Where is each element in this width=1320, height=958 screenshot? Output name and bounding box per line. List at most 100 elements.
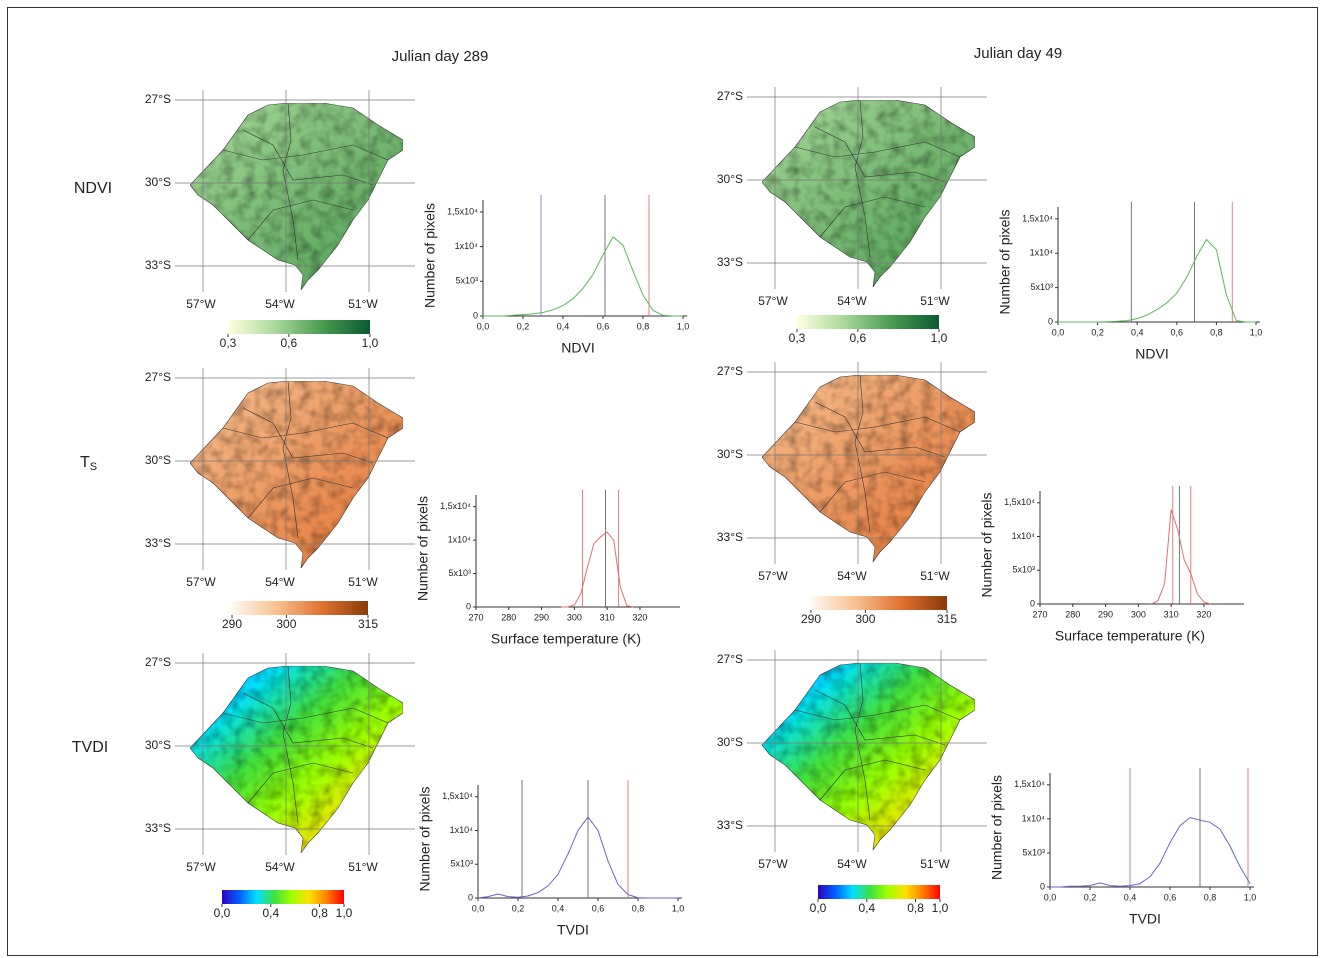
colorbar-label: 0,0 (810, 901, 827, 915)
y-tick-label: 1,5x10⁴ (1022, 213, 1053, 223)
y-tick-label: 0 (466, 601, 471, 611)
row-label-sub: S (90, 461, 97, 473)
lat-label: 30°S (145, 738, 171, 752)
map-region (761, 374, 976, 563)
histogram-line (1151, 509, 1211, 605)
lat-label: 30°S (145, 175, 171, 189)
x-tick-label: 320 (1196, 609, 1211, 619)
x-tick-label: 0,2 (512, 903, 525, 913)
y-tick-label: 1x10⁴ (1012, 531, 1036, 541)
colorbar-label: 1,0 (362, 336, 379, 350)
row-label-main: T (80, 454, 90, 471)
lon-label: 54°W (837, 294, 867, 308)
x-tick-label: 0,2 (1084, 892, 1097, 902)
colorbar-label: 1,0 (931, 331, 948, 345)
y-tick-label: 5x10³ (1012, 565, 1035, 575)
y-tick-label: 5x10³ (450, 859, 473, 869)
lon-label: 54°W (837, 569, 867, 583)
x-tick-label: 0,8 (1204, 892, 1217, 902)
map-border (854, 99, 871, 258)
map-border (242, 407, 374, 464)
colorbar (797, 315, 939, 329)
y-tick-label: 5x10³ (448, 568, 471, 578)
x-tick-label: 1,0 (672, 903, 685, 913)
map-border (794, 704, 961, 721)
map-border (247, 762, 354, 804)
y-tick-label: 0 (473, 310, 478, 320)
x-tick-label: 290 (1098, 609, 1113, 619)
map-region (189, 380, 404, 569)
map-border (242, 692, 374, 749)
colorbar-label: 0,3 (220, 336, 237, 350)
column-title: Julian day 289 (392, 48, 489, 65)
lat-label: 33°S (145, 258, 171, 272)
map-region (189, 665, 404, 854)
y-tick-label: 5x10³ (455, 276, 478, 286)
lon-label: 57°W (186, 860, 216, 874)
lat-label: 33°S (717, 530, 743, 544)
x-tick-label: 0,8 (632, 903, 645, 913)
map-border (819, 471, 926, 513)
colorbar-label: 1,0 (932, 901, 949, 915)
colorbar-label: 0,6 (850, 331, 867, 345)
x-tick-label: 0,8 (1210, 327, 1223, 337)
lat-label: 27°S (717, 652, 743, 666)
colorbar-label: 0,6 (281, 336, 298, 350)
colorbar-label: 0,4 (262, 906, 279, 920)
x-tick-label: 1,0 (1250, 327, 1263, 337)
colorbar-label: 300 (855, 612, 875, 626)
lat-label: 33°S (145, 536, 171, 550)
lon-label: 51°W (920, 569, 950, 583)
histogram-line (483, 236, 683, 317)
map-border (282, 665, 299, 824)
x-tick-label: 300 (567, 612, 582, 622)
colorbar-label: 290 (222, 617, 242, 631)
x-axis-label: Surface temperature (K) (1055, 628, 1205, 644)
map-border (794, 416, 961, 433)
x-axis-label: NDVI (1135, 346, 1168, 362)
map-border (819, 196, 926, 238)
map-border (282, 380, 299, 539)
x-tick-label: 0,0 (1052, 327, 1065, 337)
y-tick-label: 1x10⁴ (450, 825, 474, 835)
lat-label: 33°S (717, 255, 743, 269)
histogram-line (1050, 816, 1251, 888)
lat-label: 27°S (145, 92, 171, 106)
lon-label: 51°W (920, 294, 950, 308)
colorbar-label: 0,8 (311, 906, 328, 920)
lon-label: 54°W (265, 575, 295, 589)
map-border (814, 401, 946, 458)
x-tick-label: 0,2 (517, 321, 530, 331)
map-region (761, 99, 976, 288)
lat-label: 27°S (717, 89, 743, 103)
lon-label: 51°W (348, 297, 378, 311)
y-axis-label: Number of pixels (417, 786, 433, 891)
x-tick-label: 270 (468, 612, 483, 622)
colorbar-label: 290 (801, 612, 821, 626)
colorbar-label: 0,0 (214, 906, 231, 920)
x-tick-label: 0,4 (1124, 892, 1137, 902)
lon-label: 57°W (758, 857, 788, 871)
lat-label: 27°S (717, 364, 743, 378)
y-axis-label: Number of pixels (415, 496, 431, 601)
x-tick-label: 0,4 (1131, 327, 1144, 337)
map-border (282, 102, 299, 261)
histogram-line (561, 531, 634, 608)
x-tick-label: 0,0 (472, 903, 485, 913)
x-tick-label: 0,6 (597, 321, 610, 331)
x-tick-label: 0,6 (1171, 327, 1184, 337)
map-border (794, 141, 961, 158)
lon-label: 54°W (837, 857, 867, 871)
colorbar-label: 300 (276, 617, 296, 631)
x-tick-label: 300 (1131, 609, 1146, 619)
x-tick-label: 0,4 (552, 903, 565, 913)
colorbar (222, 890, 344, 904)
lat-label: 33°S (717, 818, 743, 832)
row-label: TVDI (72, 739, 108, 756)
x-tick-label: 0,2 (1091, 327, 1104, 337)
lon-label: 57°W (758, 569, 788, 583)
colorbar (818, 885, 940, 899)
y-axis-label: Number of pixels (979, 492, 995, 597)
